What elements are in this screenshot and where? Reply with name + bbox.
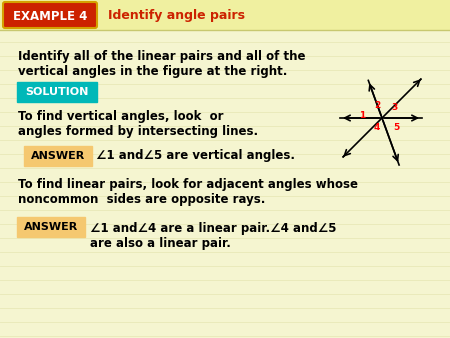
Text: angles formed by intersecting lines.: angles formed by intersecting lines. bbox=[18, 125, 258, 138]
FancyBboxPatch shape bbox=[0, 0, 450, 30]
Text: noncommon  sides are opposite rays.: noncommon sides are opposite rays. bbox=[18, 193, 266, 206]
Text: 4: 4 bbox=[374, 123, 380, 132]
Text: SOLUTION: SOLUTION bbox=[25, 87, 89, 97]
Text: To find vertical angles, look  or: To find vertical angles, look or bbox=[18, 110, 224, 123]
Text: vertical angles in the figure at the right.: vertical angles in the figure at the rig… bbox=[18, 65, 288, 78]
Text: 2: 2 bbox=[374, 100, 380, 110]
Text: ∠1 and∠5 are vertical angles.: ∠1 and∠5 are vertical angles. bbox=[96, 149, 295, 163]
Text: 5: 5 bbox=[393, 123, 399, 132]
FancyBboxPatch shape bbox=[24, 146, 92, 166]
FancyBboxPatch shape bbox=[3, 2, 97, 28]
Text: Identify all of the linear pairs and all of the: Identify all of the linear pairs and all… bbox=[18, 50, 306, 63]
Text: EXAMPLE 4: EXAMPLE 4 bbox=[13, 9, 87, 23]
Text: 3: 3 bbox=[391, 103, 397, 113]
Text: ANSWER: ANSWER bbox=[31, 151, 85, 161]
Text: Identify angle pairs: Identify angle pairs bbox=[108, 9, 245, 23]
Text: ANSWER: ANSWER bbox=[24, 222, 78, 232]
FancyBboxPatch shape bbox=[17, 82, 97, 102]
Text: ∠1 and∠4 are a linear pair.∠4 and∠5: ∠1 and∠4 are a linear pair.∠4 and∠5 bbox=[90, 222, 337, 235]
FancyBboxPatch shape bbox=[17, 217, 85, 237]
Text: To find linear pairs, look for adjacent angles whose: To find linear pairs, look for adjacent … bbox=[18, 178, 358, 191]
Text: are also a linear pair.: are also a linear pair. bbox=[90, 237, 231, 250]
Text: 1: 1 bbox=[359, 111, 365, 120]
